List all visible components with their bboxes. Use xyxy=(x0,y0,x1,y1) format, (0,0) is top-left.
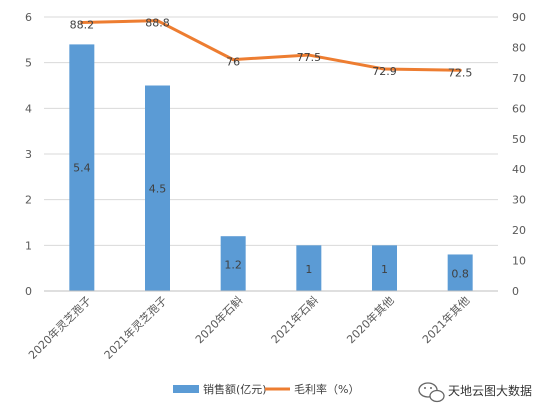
line-point xyxy=(80,20,84,24)
line-value-label: 72.9 xyxy=(372,65,397,78)
bar-value-label: 1.2 xyxy=(224,259,242,272)
y-left-tick-label: 2 xyxy=(25,194,32,207)
y-left-tick-label: 4 xyxy=(25,102,32,115)
line-series-margin xyxy=(80,19,462,72)
y-right-tick-label: 60 xyxy=(512,102,526,115)
bar-value-label: 4.5 xyxy=(149,182,167,195)
line-value-label: 77.5 xyxy=(297,51,322,64)
y-left-tick-label: 1 xyxy=(25,239,32,252)
line-point xyxy=(458,68,462,72)
y-right-tick-label: 30 xyxy=(512,194,526,207)
line-point xyxy=(383,67,386,71)
bar xyxy=(296,245,322,291)
y-right-tick-label: 80 xyxy=(512,41,526,54)
legend-swatch-sales xyxy=(173,385,199,393)
line-value-label: 76 xyxy=(226,56,240,69)
bar-value-label: 5.4 xyxy=(73,162,91,175)
watermark-text: 天地云图大数据 xyxy=(448,383,532,398)
y-right-tick-label: 70 xyxy=(512,72,526,85)
x-tick-label: 2020年石斛 xyxy=(192,293,245,346)
legend-label-sales: 销售额(亿元) xyxy=(203,382,267,396)
bar-value-label: 1 xyxy=(305,263,312,276)
line-value-label: 72.5 xyxy=(448,66,473,79)
line-value-label: 88.8 xyxy=(145,17,170,30)
x-tick-label: 2021年灵芝孢子 xyxy=(101,293,170,362)
bar xyxy=(372,245,397,291)
bar-value-label: 1 xyxy=(381,263,388,276)
line-point xyxy=(307,53,311,57)
line-value-label: 88.2 xyxy=(70,18,95,31)
y-right-tick-label: 90 xyxy=(512,11,526,24)
x-tick-label: 2021年石斛 xyxy=(268,293,321,346)
y-right-tick-label: 40 xyxy=(512,163,526,176)
y-left-tick-label: 0 xyxy=(25,285,32,298)
wechat-icon xyxy=(418,382,445,403)
legend-label-margin: 毛利率（%） xyxy=(294,382,359,396)
line-point xyxy=(156,19,159,23)
x-tick-label: 2020年其他 xyxy=(344,293,397,346)
bar xyxy=(145,85,170,291)
y-left-tick-label: 5 xyxy=(25,57,32,70)
x-tick-label: 2020年灵芝孢子 xyxy=(25,293,94,362)
bar xyxy=(447,254,473,291)
y-left-tick-label: 3 xyxy=(25,148,32,161)
bar xyxy=(220,236,246,291)
bar xyxy=(69,44,95,292)
y-left-tick-label: 6 xyxy=(25,11,32,24)
y-right-tick-label: 50 xyxy=(512,133,526,146)
line-point xyxy=(231,58,235,62)
bar-value-label: 0.8 xyxy=(451,268,469,281)
x-tick-label: 2021年其他 xyxy=(419,293,472,346)
y-right-tick-label: 10 xyxy=(512,255,526,268)
y-right-tick-label: 20 xyxy=(512,224,526,237)
y-right-tick-label: 0 xyxy=(512,285,519,298)
